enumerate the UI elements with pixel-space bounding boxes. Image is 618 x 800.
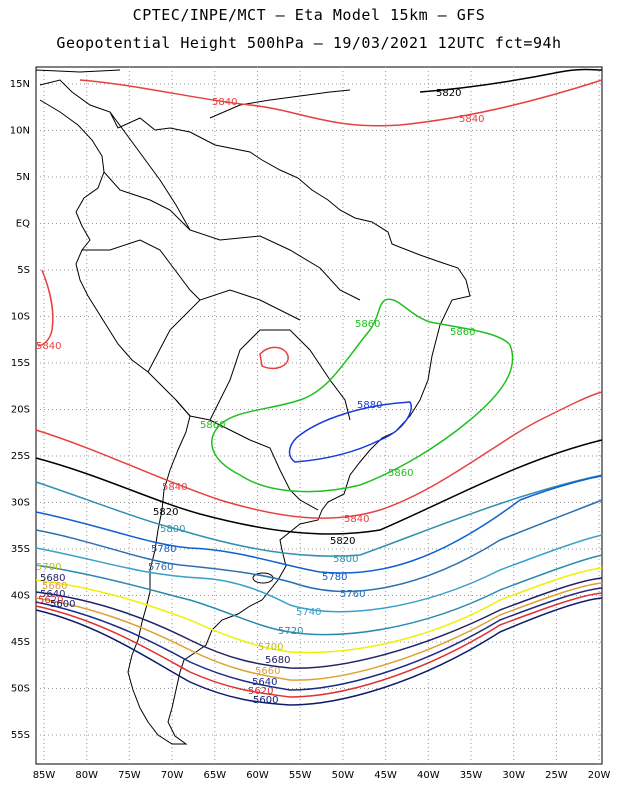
label-5740: 5740 — [296, 607, 321, 618]
label-5760-1: 5760 — [148, 562, 173, 573]
label-5640: 5640 — [252, 677, 277, 688]
label-5800-1: 5800 — [160, 524, 185, 535]
lon-tick-label: 35W — [460, 770, 483, 781]
lon-tick-label: 25W — [545, 770, 568, 781]
lat-tick-label: 55S — [11, 730, 30, 741]
label-5820-s2: 5820 — [330, 536, 355, 547]
label-5840-s1: 5840 — [162, 482, 187, 493]
lat-tick-label: 30S — [11, 498, 30, 509]
contour-5840-south — [35, 391, 603, 519]
lon-tick-label: 65W — [203, 770, 226, 781]
lat-tick-label: 50S — [11, 684, 30, 695]
contour-5700 — [35, 567, 603, 654]
label-5700-w: 5700 — [36, 562, 61, 573]
lon-tick-label: 20W — [588, 770, 611, 781]
contour-5880 — [288, 401, 412, 463]
label-5820-n: 5820 — [436, 88, 461, 99]
lat-tick-label: EQ — [16, 219, 30, 230]
label-5840-n1: 5840 — [212, 97, 237, 108]
label-5660-w: 5660 — [42, 581, 67, 592]
label-5700: 5700 — [258, 642, 283, 653]
contour-5840-north — [79, 79, 603, 127]
lat-tick-label: 25S — [11, 451, 30, 462]
contour-5840-west — [37, 269, 54, 347]
lat-tick-label: 10S — [11, 312, 30, 323]
label-5880: 5880 — [357, 400, 382, 411]
lon-tick-label: 70W — [161, 770, 184, 781]
lon-tick-label: 85W — [33, 770, 56, 781]
lat-tick-label: 5N — [16, 172, 30, 183]
lat-tick-label: 40S — [11, 591, 30, 602]
label-5620-w: 5620 — [38, 595, 63, 606]
lat-tick-label: 15N — [10, 79, 30, 90]
contour-5820-south — [35, 439, 603, 535]
contour-5600 — [35, 597, 603, 706]
contour-5780 — [35, 475, 603, 574]
lon-tick-label: 80W — [75, 770, 98, 781]
lat-tick-label: 10N — [10, 126, 30, 137]
label-5800-2: 5800 — [333, 554, 358, 565]
lat-tick-label: 15S — [11, 358, 30, 369]
contour-5660 — [35, 582, 603, 681]
contour-5620 — [35, 592, 603, 698]
title-line-1: CPTEC/INPE/MCT – Eta Model 15km – GFS — [132, 6, 486, 24]
label-5600: 5600 — [253, 695, 278, 706]
label-5680: 5680 — [265, 655, 290, 666]
lon-tick-label: 45W — [374, 770, 397, 781]
label-5660: 5660 — [255, 666, 280, 677]
lon-tick-label: 30W — [502, 770, 525, 781]
label-5820-s1: 5820 — [153, 507, 178, 518]
map-frame — [35, 66, 603, 765]
lon-tick-label: 75W — [118, 770, 141, 781]
lat-tick-label: 5S — [17, 265, 30, 276]
contour-5760 — [35, 499, 603, 593]
contour-5860-main — [211, 298, 514, 493]
grid-lines — [36, 67, 602, 764]
label-5860-1: 5860 — [355, 319, 380, 330]
label-5760-2: 5760 — [340, 589, 365, 600]
label-5680-w: 5680 — [40, 573, 65, 584]
contour-labels: 5840 5840 5820 5840 5860 5860 5860 5860 … — [36, 88, 484, 706]
label-5640-w: 5640 — [40, 589, 65, 600]
contour-5860-closed-small — [259, 346, 289, 370]
lon-tick-label: 55W — [289, 770, 312, 781]
lon-tick-label: 60W — [246, 770, 269, 781]
contour-5820-north — [419, 68, 603, 93]
label-5720: 5720 — [278, 626, 303, 637]
label-5840-w: 5840 — [36, 341, 61, 352]
contour-5640 — [35, 587, 603, 691]
coastline — [35, 69, 471, 745]
label-5780-2: 5780 — [322, 572, 347, 583]
lon-tick-label: 50W — [332, 770, 355, 781]
label-5780-1: 5780 — [151, 544, 176, 555]
label-5600-w: 5600 — [50, 599, 75, 610]
contour-5740 — [35, 534, 603, 613]
label-5860-2: 5860 — [450, 327, 475, 338]
label-5860-4: 5860 — [388, 468, 413, 479]
label-5840-s2: 5840 — [344, 514, 369, 525]
contour-5800 — [35, 474, 603, 557]
title-line-2: Geopotential Height 500hPa – 19/03/2021 … — [56, 34, 562, 52]
contour-5680 — [35, 577, 603, 669]
lat-tick-label: 45S — [11, 637, 30, 648]
label-5620: 5620 — [248, 686, 273, 697]
axis-ticks: 15N 10N 5N EQ 5S 10S 15S 20S 25S 30S 35S 40S 45S 50S 5… — [10, 79, 611, 781]
lon-tick-label: 40W — [417, 770, 440, 781]
label-5840-n2: 5840 — [459, 114, 484, 125]
label-5860-3: 5860 — [200, 420, 225, 431]
lat-tick-label: 20S — [11, 405, 30, 416]
lat-tick-label: 35S — [11, 544, 30, 555]
contour-lines — [35, 68, 603, 706]
contour-5720 — [35, 554, 603, 636]
